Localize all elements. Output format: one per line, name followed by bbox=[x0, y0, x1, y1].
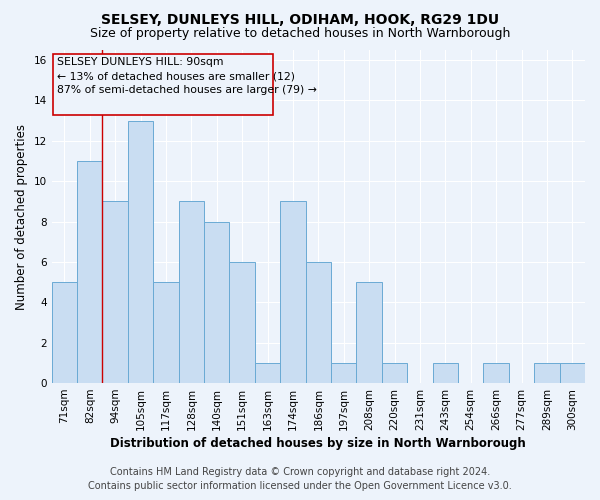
Bar bbox=[433, 363, 458, 383]
Bar bbox=[484, 363, 509, 383]
Bar bbox=[382, 363, 407, 383]
Bar bbox=[280, 202, 305, 383]
Bar bbox=[128, 120, 153, 383]
Bar bbox=[103, 202, 128, 383]
Text: SELSEY, DUNLEYS HILL, ODIHAM, HOOK, RG29 1DU: SELSEY, DUNLEYS HILL, ODIHAM, HOOK, RG29… bbox=[101, 12, 499, 26]
Bar bbox=[255, 363, 280, 383]
Text: Size of property relative to detached houses in North Warnborough: Size of property relative to detached ho… bbox=[90, 28, 510, 40]
Bar bbox=[305, 262, 331, 383]
Bar bbox=[229, 262, 255, 383]
Bar bbox=[52, 282, 77, 383]
Bar bbox=[179, 202, 204, 383]
Bar bbox=[204, 222, 229, 383]
FancyBboxPatch shape bbox=[53, 54, 272, 114]
Text: Contains HM Land Registry data © Crown copyright and database right 2024.
Contai: Contains HM Land Registry data © Crown c… bbox=[88, 467, 512, 491]
Y-axis label: Number of detached properties: Number of detached properties bbox=[15, 124, 28, 310]
Bar bbox=[356, 282, 382, 383]
Bar bbox=[560, 363, 585, 383]
X-axis label: Distribution of detached houses by size in North Warnborough: Distribution of detached houses by size … bbox=[110, 437, 526, 450]
Bar bbox=[153, 282, 179, 383]
Text: SELSEY DUNLEYS HILL: 90sqm
← 13% of detached houses are smaller (12)
87% of semi: SELSEY DUNLEYS HILL: 90sqm ← 13% of deta… bbox=[57, 57, 317, 95]
Bar bbox=[331, 363, 356, 383]
Bar bbox=[77, 161, 103, 383]
Bar bbox=[534, 363, 560, 383]
